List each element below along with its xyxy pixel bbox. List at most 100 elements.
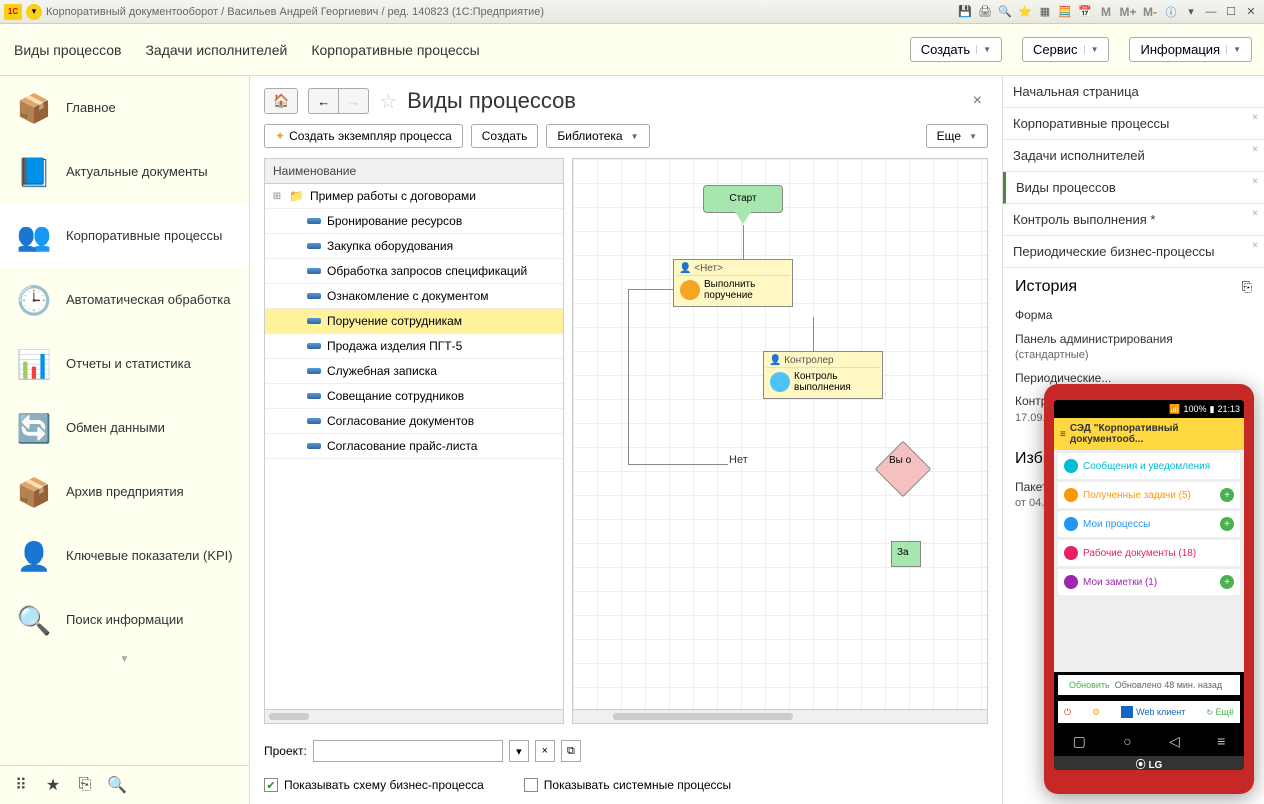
- m-minus-button[interactable]: M-: [1140, 4, 1160, 20]
- more-button[interactable]: Еще▼: [926, 124, 988, 148]
- rtab-5[interactable]: Периодические бизнес-процессы×: [1003, 236, 1264, 268]
- diagram-start-node[interactable]: Старт: [703, 185, 783, 213]
- back-icon[interactable]: ◁: [1169, 733, 1180, 750]
- sidebar-item-5[interactable]: 🔄Обмен данными: [0, 396, 249, 460]
- gear-icon[interactable]: ⚙: [1092, 707, 1100, 718]
- diagram-task1-node[interactable]: 👤 <Нет> Выполнить поручение: [673, 259, 793, 307]
- tree-row-2[interactable]: Закупка оборудования: [265, 234, 563, 259]
- diagram-decision-node[interactable]: [875, 441, 932, 498]
- menu-corp-processes[interactable]: Корпоративные процессы: [309, 38, 481, 62]
- tree-row-5[interactable]: Поручение сотрудникам: [265, 309, 563, 334]
- phone-row-3[interactable]: Рабочие документы (18): [1058, 540, 1240, 566]
- info-button[interactable]: Информация▼: [1129, 37, 1252, 62]
- history-item-1[interactable]: Панель администрирования(стандартные): [1015, 328, 1252, 367]
- rtab-0[interactable]: Начальная страница: [1003, 76, 1264, 108]
- create-button-2[interactable]: Создать: [471, 124, 539, 148]
- print-icon[interactable]: 🖨: [976, 4, 994, 20]
- tree-row-0[interactable]: ⊞📁Пример работы с договорами: [265, 184, 563, 209]
- rtab-1[interactable]: Корпоративные процессы×: [1003, 108, 1264, 140]
- plus-icon[interactable]: +: [1220, 517, 1234, 531]
- close-tab-icon[interactable]: ×: [1252, 144, 1258, 155]
- search-icon[interactable]: 🔍: [106, 774, 128, 796]
- grid-icon[interactable]: ▦: [1036, 4, 1054, 20]
- show-schema-checkbox[interactable]: ✔ Показывать схему бизнес-процесса: [264, 778, 484, 792]
- phone-row-2[interactable]: Мои процессы+: [1058, 511, 1240, 537]
- tree-row-3[interactable]: Обработка запросов спецификаций: [265, 259, 563, 284]
- sidebar-scroll-down-icon[interactable]: ▼: [0, 652, 249, 667]
- minimize-icon[interactable]: —: [1202, 4, 1220, 20]
- menu-icon[interactable]: ≡: [1217, 733, 1225, 749]
- star-icon[interactable]: ⭐: [1016, 4, 1034, 20]
- favorite-icon[interactable]: ★: [42, 774, 64, 796]
- close-icon[interactable]: ✕: [1242, 4, 1260, 20]
- library-button[interactable]: Библиотека▼: [546, 124, 649, 148]
- sidebar-item-1[interactable]: 📘Актуальные документы: [0, 140, 249, 204]
- sidebar-item-6[interactable]: 📦Архив предприятия: [0, 460, 249, 524]
- project-open-button[interactable]: ⧉: [561, 740, 581, 762]
- rtab-3[interactable]: Виды процессов×: [1003, 172, 1264, 204]
- calc-icon[interactable]: 🧮: [1056, 4, 1074, 20]
- phone-refresh-row[interactable]: Обновить Обновлено 48 мин. назад: [1058, 675, 1240, 695]
- history-pin-icon[interactable]: ⎘: [1242, 279, 1252, 295]
- sidebar-item-7[interactable]: 👤Ключевые показатели (KPI): [0, 524, 249, 588]
- project-input[interactable]: [313, 740, 503, 762]
- diagram-task2-node[interactable]: 👤 Контролер Контроль выполнения: [763, 351, 883, 399]
- tree-row-6[interactable]: Продажа изделия ПГТ-5: [265, 334, 563, 359]
- home-icon[interactable]: ○: [1123, 733, 1131, 749]
- m-button[interactable]: M: [1096, 4, 1116, 20]
- sidebar-item-0[interactable]: 📦Главное: [0, 76, 249, 140]
- phone-row-1[interactable]: Полученные задачи (5)+: [1058, 482, 1240, 508]
- menu-tasks[interactable]: Задачи исполнителей: [143, 38, 289, 62]
- recent-icon[interactable]: ▢: [1073, 733, 1086, 750]
- tree-row-10[interactable]: Согласование прайс-листа: [265, 434, 563, 459]
- show-system-checkbox[interactable]: Показывать системные процессы: [524, 778, 731, 792]
- calendar-icon[interactable]: 📅: [1076, 4, 1094, 20]
- history-icon[interactable]: ⎘: [74, 774, 96, 796]
- phone-row-4[interactable]: Мои заметки (1)+: [1058, 569, 1240, 595]
- rtab-2[interactable]: Задачи исполнителей×: [1003, 140, 1264, 172]
- favorite-star-icon[interactable]: ☆: [379, 89, 397, 114]
- dropdown-small-icon[interactable]: ▾: [1182, 4, 1200, 20]
- tree-row-7[interactable]: Служебная записка: [265, 359, 563, 384]
- tree-row-9[interactable]: Согласование документов: [265, 409, 563, 434]
- create-button[interactable]: Создать▼: [910, 37, 1002, 62]
- forward-button[interactable]: →: [338, 88, 369, 114]
- plus-icon[interactable]: +: [1220, 575, 1234, 589]
- maximize-icon[interactable]: ☐: [1222, 4, 1240, 20]
- close-page-button[interactable]: ×: [967, 92, 988, 110]
- phone-web-label[interactable]: Web клиент: [1136, 707, 1185, 717]
- close-tab-icon[interactable]: ×: [1252, 208, 1258, 219]
- service-button[interactable]: Сервис▼: [1022, 37, 1109, 62]
- save-icon[interactable]: 💾: [956, 4, 974, 20]
- power-icon[interactable]: ⏻: [1064, 707, 1071, 718]
- sidebar-item-4[interactable]: 📊Отчеты и статистика: [0, 332, 249, 396]
- diagram-hscroll[interactable]: [573, 709, 987, 723]
- hamburger-icon[interactable]: ≡: [1060, 429, 1066, 440]
- project-clear-button[interactable]: ×: [535, 740, 555, 762]
- diagram-panel[interactable]: Старт 👤 <Нет> Выполнить поручение 👤 Конт…: [572, 158, 988, 724]
- menu-process-types[interactable]: Виды процессов: [12, 38, 123, 62]
- phone-more-label[interactable]: ↻ Ещё: [1206, 707, 1234, 717]
- sidebar-item-2[interactable]: 👥Корпоративные процессы: [0, 204, 249, 268]
- close-tab-icon[interactable]: ×: [1252, 176, 1258, 187]
- tree-hscroll[interactable]: [265, 709, 563, 723]
- tree-header[interactable]: Наименование: [265, 159, 563, 184]
- preview-icon[interactable]: 🔍: [996, 4, 1014, 20]
- tree-row-4[interactable]: Ознакомление с документом: [265, 284, 563, 309]
- tree-row-1[interactable]: Бронирование ресурсов: [265, 209, 563, 234]
- project-dropdown-button[interactable]: ▾: [509, 740, 529, 762]
- history-item-0[interactable]: Форма: [1015, 304, 1252, 328]
- sidebar-item-8[interactable]: 🔍Поиск информации: [0, 588, 249, 652]
- phone-row-0[interactable]: Сообщения и уведомления: [1058, 453, 1240, 479]
- close-tab-icon[interactable]: ×: [1252, 112, 1258, 123]
- close-tab-icon[interactable]: ×: [1252, 240, 1258, 251]
- m-plus-button[interactable]: M+: [1118, 4, 1138, 20]
- plus-icon[interactable]: +: [1220, 488, 1234, 502]
- create-instance-button[interactable]: Создать экземпляр процесса: [264, 124, 463, 148]
- rtab-4[interactable]: Контроль выполнения *×: [1003, 204, 1264, 236]
- sidebar-item-3[interactable]: 🕒Автоматическая обработка: [0, 268, 249, 332]
- tree-row-8[interactable]: Совещание сотрудников: [265, 384, 563, 409]
- info-icon[interactable]: ⓘ: [1162, 4, 1180, 20]
- home-button[interactable]: 🏠: [264, 88, 298, 114]
- back-button[interactable]: ←: [308, 88, 338, 114]
